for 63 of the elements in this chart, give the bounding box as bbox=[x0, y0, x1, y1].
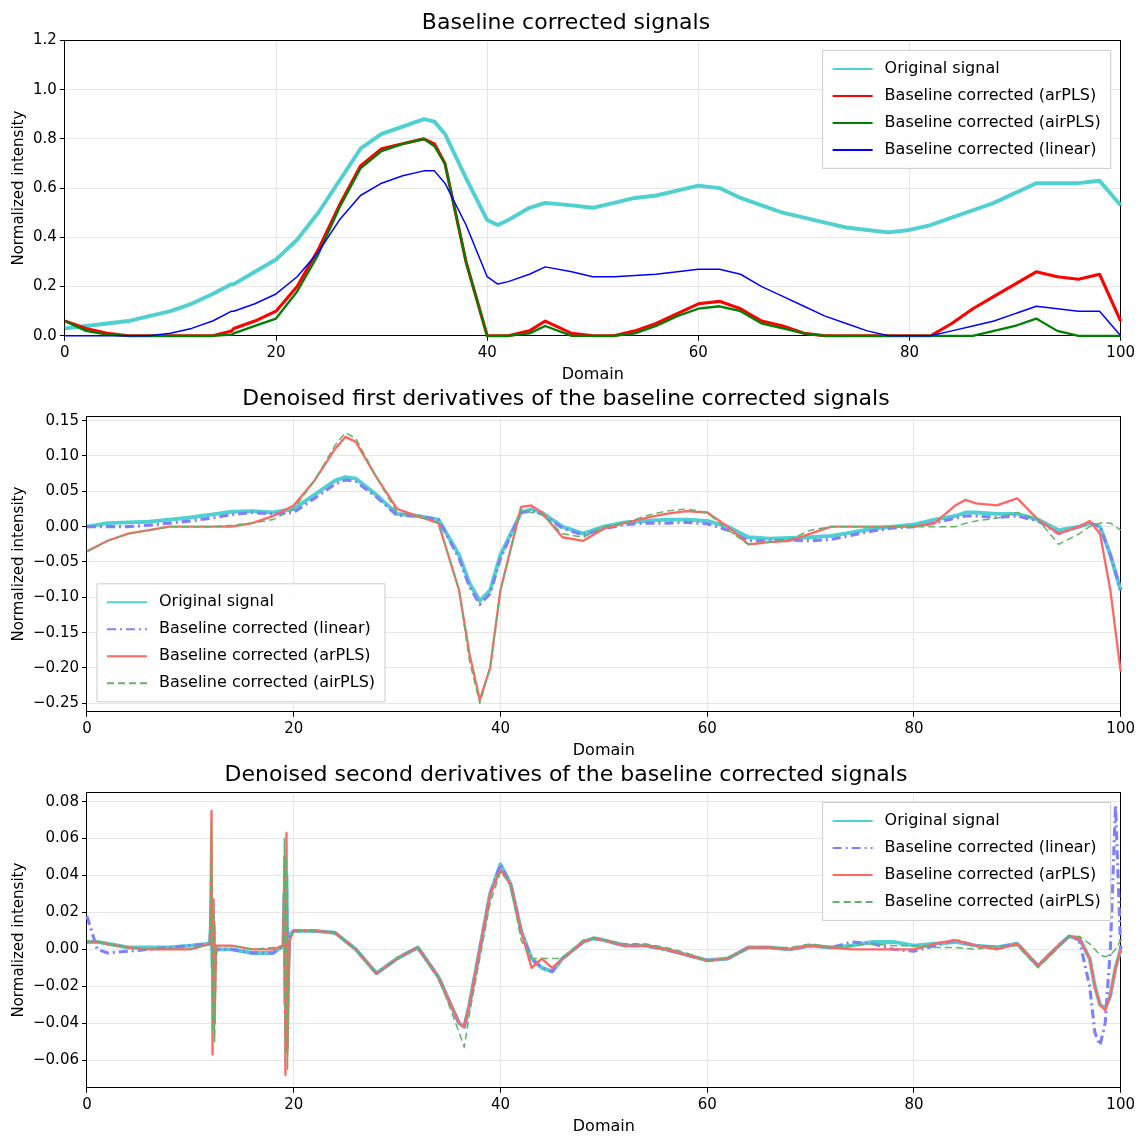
y-tick-label: 0.00 bbox=[45, 939, 79, 958]
x-tick-label: 100 bbox=[1106, 718, 1136, 737]
y-tick-label: 0.06 bbox=[45, 828, 79, 847]
x-tick-label: 80 bbox=[899, 342, 920, 361]
y-tick-label: 0.04 bbox=[45, 865, 79, 884]
y-tick-label: −0.10 bbox=[33, 587, 79, 606]
legend-label: Baseline corrected (airPLS) bbox=[158, 672, 376, 692]
legend-label: Baseline corrected (airPLS) bbox=[884, 112, 1101, 132]
x-tick-label: 40 bbox=[490, 718, 510, 737]
x-tick-label: 100 bbox=[1106, 342, 1136, 361]
y-tick-label: −0.04 bbox=[33, 1013, 79, 1032]
x-tick-label: 60 bbox=[697, 1094, 717, 1113]
x-axis-title: Domain bbox=[561, 363, 624, 383]
legend-label: Baseline corrected (arPLS) bbox=[158, 645, 371, 665]
y-tick-label: 0.6 bbox=[33, 177, 57, 196]
x-axis-title: Domain bbox=[572, 1115, 635, 1135]
y-tick-label: −0.05 bbox=[33, 551, 79, 570]
legend-label: Original signal bbox=[158, 591, 274, 611]
x-tick-label: 60 bbox=[688, 342, 708, 361]
legend-label: Baseline corrected (arPLS) bbox=[884, 85, 1097, 105]
x-tick-label: 20 bbox=[266, 342, 286, 361]
y-tick-label: −0.25 bbox=[33, 693, 79, 712]
y-axis-title: Normalized intensity bbox=[8, 862, 27, 1018]
y-tick-label: −0.20 bbox=[33, 657, 79, 676]
y-tick-label: 0.00 bbox=[45, 516, 79, 535]
chart-title: Denoised first derivatives of the baseline corrected signals bbox=[242, 384, 890, 410]
x-tick-label: 60 bbox=[697, 718, 717, 737]
x-tick-label: 0 bbox=[60, 342, 70, 361]
legend-label: Original signal bbox=[884, 810, 1000, 830]
y-tick-label: −0.15 bbox=[33, 622, 79, 641]
y-tick-label: 0.15 bbox=[45, 410, 79, 429]
legend-label: Baseline corrected (linear) bbox=[884, 139, 1097, 159]
y-axis-title: Normalized intensity bbox=[8, 110, 27, 266]
legend-label: Baseline corrected (linear) bbox=[884, 837, 1097, 857]
y-tick-label: 0.05 bbox=[45, 481, 79, 500]
x-tick-label: 100 bbox=[1106, 1094, 1136, 1113]
chart-title: Baseline corrected signals bbox=[421, 8, 711, 34]
y-tick-label: 0.8 bbox=[33, 128, 57, 147]
x-tick-label: 80 bbox=[904, 718, 924, 737]
legend-label: Baseline corrected (arPLS) bbox=[884, 864, 1097, 884]
x-axis-title: Domain bbox=[572, 739, 635, 759]
y-tick-label: 1.0 bbox=[33, 79, 57, 98]
y-tick-label: 0.10 bbox=[45, 445, 79, 464]
y-tick-label: 0.0 bbox=[33, 325, 57, 344]
y-axis-title: Normalized intensity bbox=[8, 486, 27, 642]
legend-label: Original signal bbox=[884, 58, 1000, 78]
x-tick-label: 0 bbox=[82, 718, 92, 737]
x-tick-label: 40 bbox=[477, 342, 497, 361]
legend-label: Baseline corrected (airPLS) bbox=[884, 891, 1101, 911]
y-tick-label: 0.08 bbox=[45, 791, 79, 810]
y-tick-label: 0.2 bbox=[33, 276, 57, 295]
x-tick-label: 0 bbox=[82, 1094, 92, 1113]
y-tick-label: −0.06 bbox=[33, 1050, 79, 1068]
chart-title: Denoised second derivatives of the baseline corrected signals bbox=[224, 760, 908, 786]
y-tick-label: 1.2 bbox=[33, 30, 57, 49]
y-tick-label: 0.02 bbox=[45, 902, 79, 921]
x-tick-label: 40 bbox=[490, 1094, 510, 1113]
y-tick-label: 0.4 bbox=[33, 227, 57, 246]
x-tick-label: 80 bbox=[904, 1094, 924, 1113]
x-tick-label: 20 bbox=[284, 718, 304, 737]
x-tick-label: 20 bbox=[284, 1094, 304, 1113]
y-tick-label: −0.02 bbox=[33, 976, 79, 995]
legend-label: Baseline corrected (linear) bbox=[158, 618, 371, 638]
